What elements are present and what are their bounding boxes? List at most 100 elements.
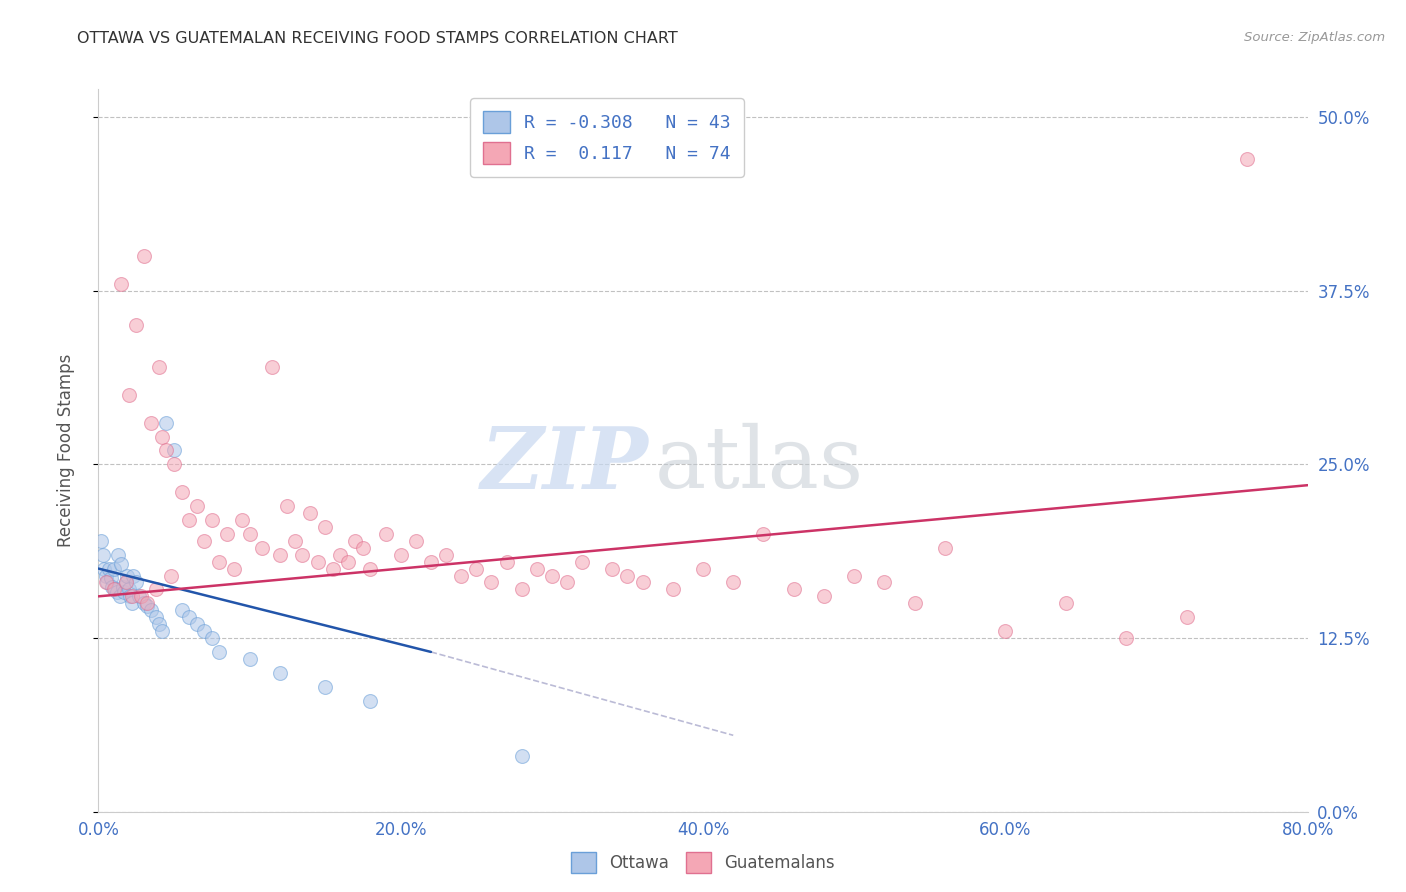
Point	[145, 610, 167, 624]
Point	[307, 555, 329, 569]
Point	[616, 568, 638, 582]
Point	[118, 388, 141, 402]
Point	[107, 548, 129, 562]
Point	[269, 665, 291, 680]
Point	[170, 603, 193, 617]
Point	[104, 582, 127, 597]
Point	[150, 624, 173, 639]
Point	[101, 580, 124, 594]
Point	[934, 541, 956, 555]
Point	[132, 249, 155, 263]
Point	[125, 575, 148, 590]
Point	[186, 617, 208, 632]
Point	[284, 533, 307, 548]
Point	[94, 568, 117, 582]
Point	[108, 590, 131, 604]
Point	[148, 617, 170, 632]
Point	[405, 533, 427, 548]
Text: ZIP: ZIP	[481, 423, 648, 507]
Point	[155, 416, 177, 430]
Point	[96, 575, 118, 590]
Point	[141, 416, 163, 430]
Point	[105, 585, 128, 599]
Point	[125, 318, 148, 333]
Point	[110, 558, 132, 572]
Point	[389, 548, 412, 562]
Point	[1054, 596, 1077, 610]
Point	[314, 680, 336, 694]
Point	[128, 590, 150, 604]
Point	[434, 548, 457, 562]
Point	[193, 624, 215, 639]
Text: Source: ZipAtlas.com: Source: ZipAtlas.com	[1244, 31, 1385, 45]
Point	[465, 561, 488, 575]
Point	[110, 277, 132, 291]
Point	[1115, 631, 1137, 645]
Point	[163, 443, 186, 458]
Point	[262, 360, 284, 375]
Point	[322, 561, 344, 575]
Point	[193, 533, 215, 548]
Point	[145, 582, 167, 597]
Point	[121, 596, 143, 610]
Point	[450, 568, 472, 582]
Point	[121, 590, 143, 604]
Point	[135, 596, 157, 610]
Point	[150, 429, 173, 443]
Point	[118, 582, 141, 597]
Point	[170, 485, 193, 500]
Point	[873, 575, 896, 590]
Point	[231, 513, 253, 527]
Point	[540, 568, 562, 582]
Point	[555, 575, 578, 590]
Point	[526, 561, 548, 575]
Point	[844, 568, 866, 582]
Point	[329, 548, 352, 562]
Point	[239, 526, 262, 541]
Point	[114, 575, 136, 590]
Point	[420, 555, 443, 569]
Point	[250, 541, 273, 555]
Point	[510, 749, 533, 764]
Point	[661, 582, 683, 597]
Point	[186, 499, 208, 513]
Point	[148, 360, 170, 375]
Text: OTTAWA VS GUATEMALAN RECEIVING FOOD STAMPS CORRELATION CHART: OTTAWA VS GUATEMALAN RECEIVING FOOD STAM…	[77, 31, 678, 46]
Point	[495, 555, 517, 569]
Point	[1175, 610, 1198, 624]
Legend: R = -0.308   N = 43, R =  0.117   N = 74: R = -0.308 N = 43, R = 0.117 N = 74	[470, 98, 744, 177]
Point	[215, 526, 238, 541]
Point	[904, 596, 927, 610]
Legend: Ottawa, Guatemalans: Ottawa, Guatemalans	[564, 846, 842, 880]
Point	[132, 596, 155, 610]
Point	[208, 555, 231, 569]
Point	[114, 575, 136, 590]
Y-axis label: Receiving Food Stamps: Receiving Food Stamps	[56, 354, 75, 547]
Text: atlas: atlas	[655, 424, 863, 507]
Point	[201, 631, 224, 645]
Point	[98, 561, 121, 575]
Point	[120, 590, 142, 604]
Point	[994, 624, 1017, 639]
Point	[571, 555, 593, 569]
Point	[155, 443, 177, 458]
Point	[208, 645, 231, 659]
Point	[360, 693, 382, 707]
Point	[91, 548, 114, 562]
Point	[510, 582, 533, 597]
Point	[314, 520, 336, 534]
Point	[224, 561, 246, 575]
Point	[179, 610, 201, 624]
Point	[122, 568, 145, 582]
Point	[129, 590, 152, 604]
Point	[336, 555, 359, 569]
Point	[291, 548, 314, 562]
Point	[360, 561, 382, 575]
Point	[481, 575, 503, 590]
Point	[141, 603, 163, 617]
Point	[374, 526, 396, 541]
Point	[783, 582, 806, 597]
Point	[276, 499, 298, 513]
Point	[90, 533, 112, 548]
Point	[239, 652, 262, 666]
